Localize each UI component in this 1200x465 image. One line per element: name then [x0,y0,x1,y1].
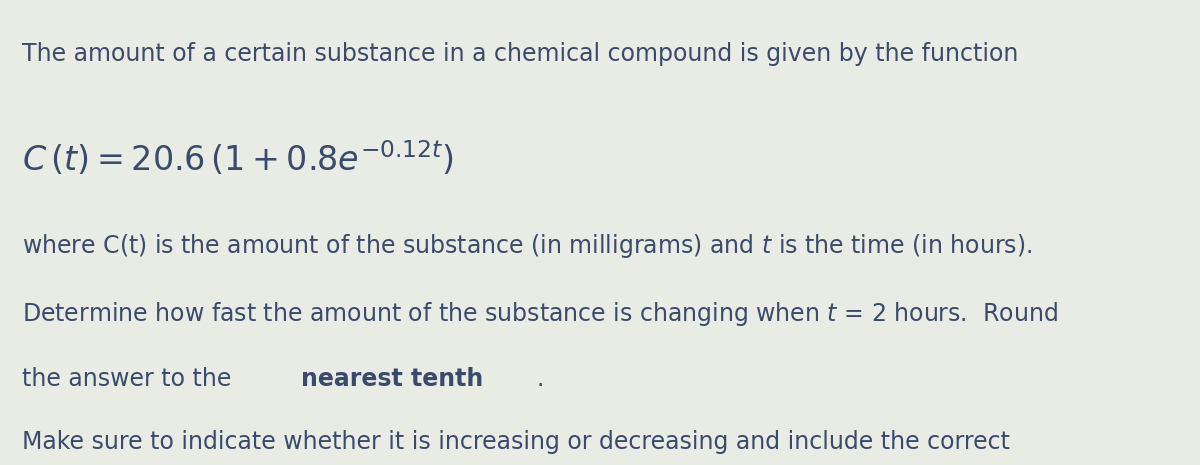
Text: Determine how fast the amount of the substance is changing when $t$ = 2 hours.  : Determine how fast the amount of the sub… [22,300,1057,328]
Text: The amount of a certain substance in a chemical compound is given by the functio: The amount of a certain substance in a c… [22,42,1018,66]
Text: $C\,(t) = 20.6\,\left(1 + 0.8e^{-0.12t}\right)$: $C\,(t) = 20.6\,\left(1 + 0.8e^{-0.12t}\… [22,140,454,178]
Text: where C(t) is the amount of the substance (in milligrams) and $t$ is the time (i: where C(t) is the amount of the substanc… [22,232,1032,260]
Text: .: . [536,367,544,392]
Text: nearest tenth: nearest tenth [301,367,484,392]
Text: Make sure to indicate whether it is increasing or decreasing and include the cor: Make sure to indicate whether it is incr… [22,430,1009,454]
Text: the answer to the: the answer to the [22,367,239,392]
